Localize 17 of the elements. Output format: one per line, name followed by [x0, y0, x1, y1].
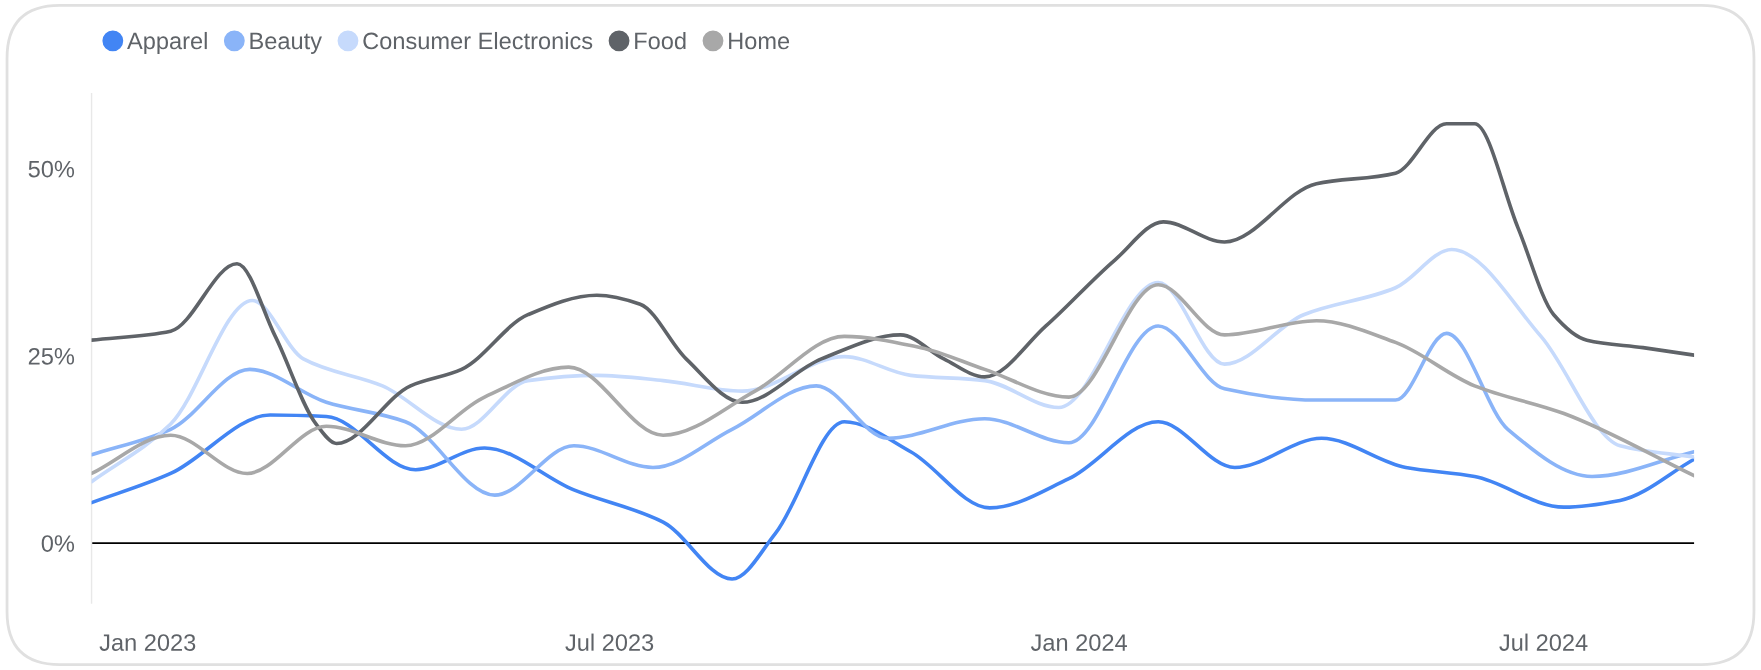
line-series [91, 324, 1695, 497]
x-tick-label: Jul 2023 [565, 633, 654, 651]
x-tick-label: Jan 2024 [1030, 634, 1127, 651]
y-tick-label: 0% [41, 535, 75, 552]
line-series [91, 247, 1695, 484]
legend-label: Beauty [250, 32, 322, 54]
line-series [91, 121, 1695, 446]
x-tick-label: Jan 2023 [99, 634, 196, 651]
legend-label: Food [635, 31, 686, 50]
line-series [91, 413, 1695, 581]
y-tick-label: 50% [28, 160, 75, 178]
line-series [91, 282, 1695, 478]
legend-label: Consumer Electronics [363, 31, 593, 50]
y-tick-label: 25% [28, 347, 75, 365]
legend-label: Home [729, 32, 790, 50]
x-tick-label: Jul 2024 [1499, 633, 1588, 651]
legend-label: Apparel [127, 31, 207, 54]
